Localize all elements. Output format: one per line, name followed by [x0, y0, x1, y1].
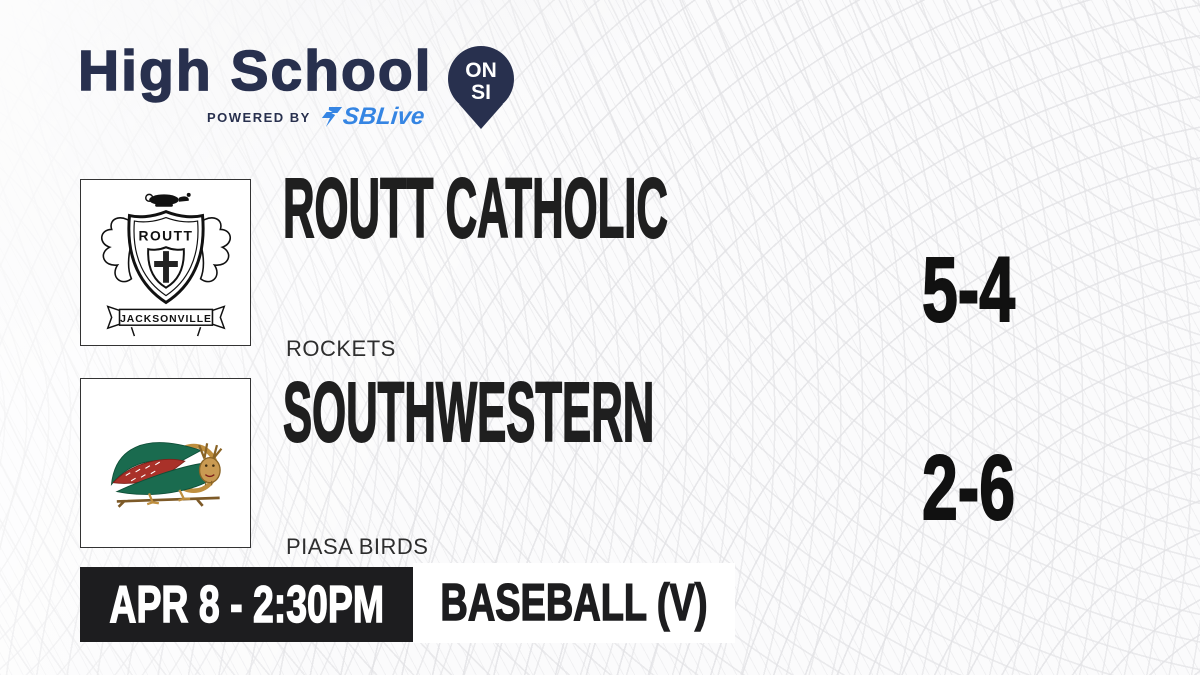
- team1-record-wrap: 5-4: [848, 239, 1088, 341]
- event-sport-box: BASEBALL (V): [413, 563, 735, 643]
- piasa-head: [198, 456, 221, 486]
- team1-record: 5-4: [921, 239, 1015, 341]
- routt-catholic-crest: ROUTT JACKSONVILLE: [100, 192, 231, 336]
- southwestern-logo-box: [80, 378, 251, 548]
- crest-shield-inner-line: [132, 216, 199, 296]
- sblive-bolt-icon: [321, 107, 342, 127]
- event-datetime-box: APR 8 - 2:30PM: [80, 567, 413, 642]
- crest-lamp: [144, 192, 191, 207]
- pin-text-si: SI: [471, 81, 491, 104]
- event-sport: BASEBALL (V): [440, 574, 708, 632]
- team2-name: SOUTHWESTERN: [282, 365, 655, 459]
- sblive-logo-text: SBLive: [341, 103, 426, 130]
- piasa-branch: [116, 496, 220, 508]
- team2-record: 2-6: [921, 437, 1015, 539]
- event-datetime: APR 8 - 2:30PM: [109, 575, 385, 634]
- piasa-antlers: [197, 443, 222, 460]
- pin-text-on: ON: [465, 59, 497, 82]
- routt-catholic-logo-box: ROUTT JACKSONVILLE: [80, 179, 251, 346]
- piasa-bird: [110, 442, 222, 508]
- piasa-wing-marks: [124, 461, 160, 482]
- on-si-pin-icon: ON SI: [448, 46, 514, 129]
- sblive-logo: SBLive: [319, 103, 426, 131]
- crest-text-jacksonville: JACKSONVILLE: [120, 313, 212, 324]
- team1-name: ROUTT CATHOLIC: [282, 161, 668, 255]
- crest-cross: [153, 250, 178, 283]
- team2-record-wrap: 2-6: [848, 437, 1088, 539]
- team2-mascot: PIASA BIRDS: [286, 534, 429, 559]
- powered-by-row: POWERED BY SBLive: [207, 103, 426, 131]
- crest-text-routt: ROUTT: [138, 227, 193, 243]
- brand-wordmark: High School: [77, 39, 433, 103]
- team1-mascot: ROCKETS: [286, 336, 396, 361]
- crest-banner: JACKSONVILLE: [106, 304, 225, 336]
- piasa-red-wing: [111, 458, 186, 484]
- piasa-claws: [146, 489, 190, 506]
- powered-by-label: POWERED BY: [207, 109, 311, 125]
